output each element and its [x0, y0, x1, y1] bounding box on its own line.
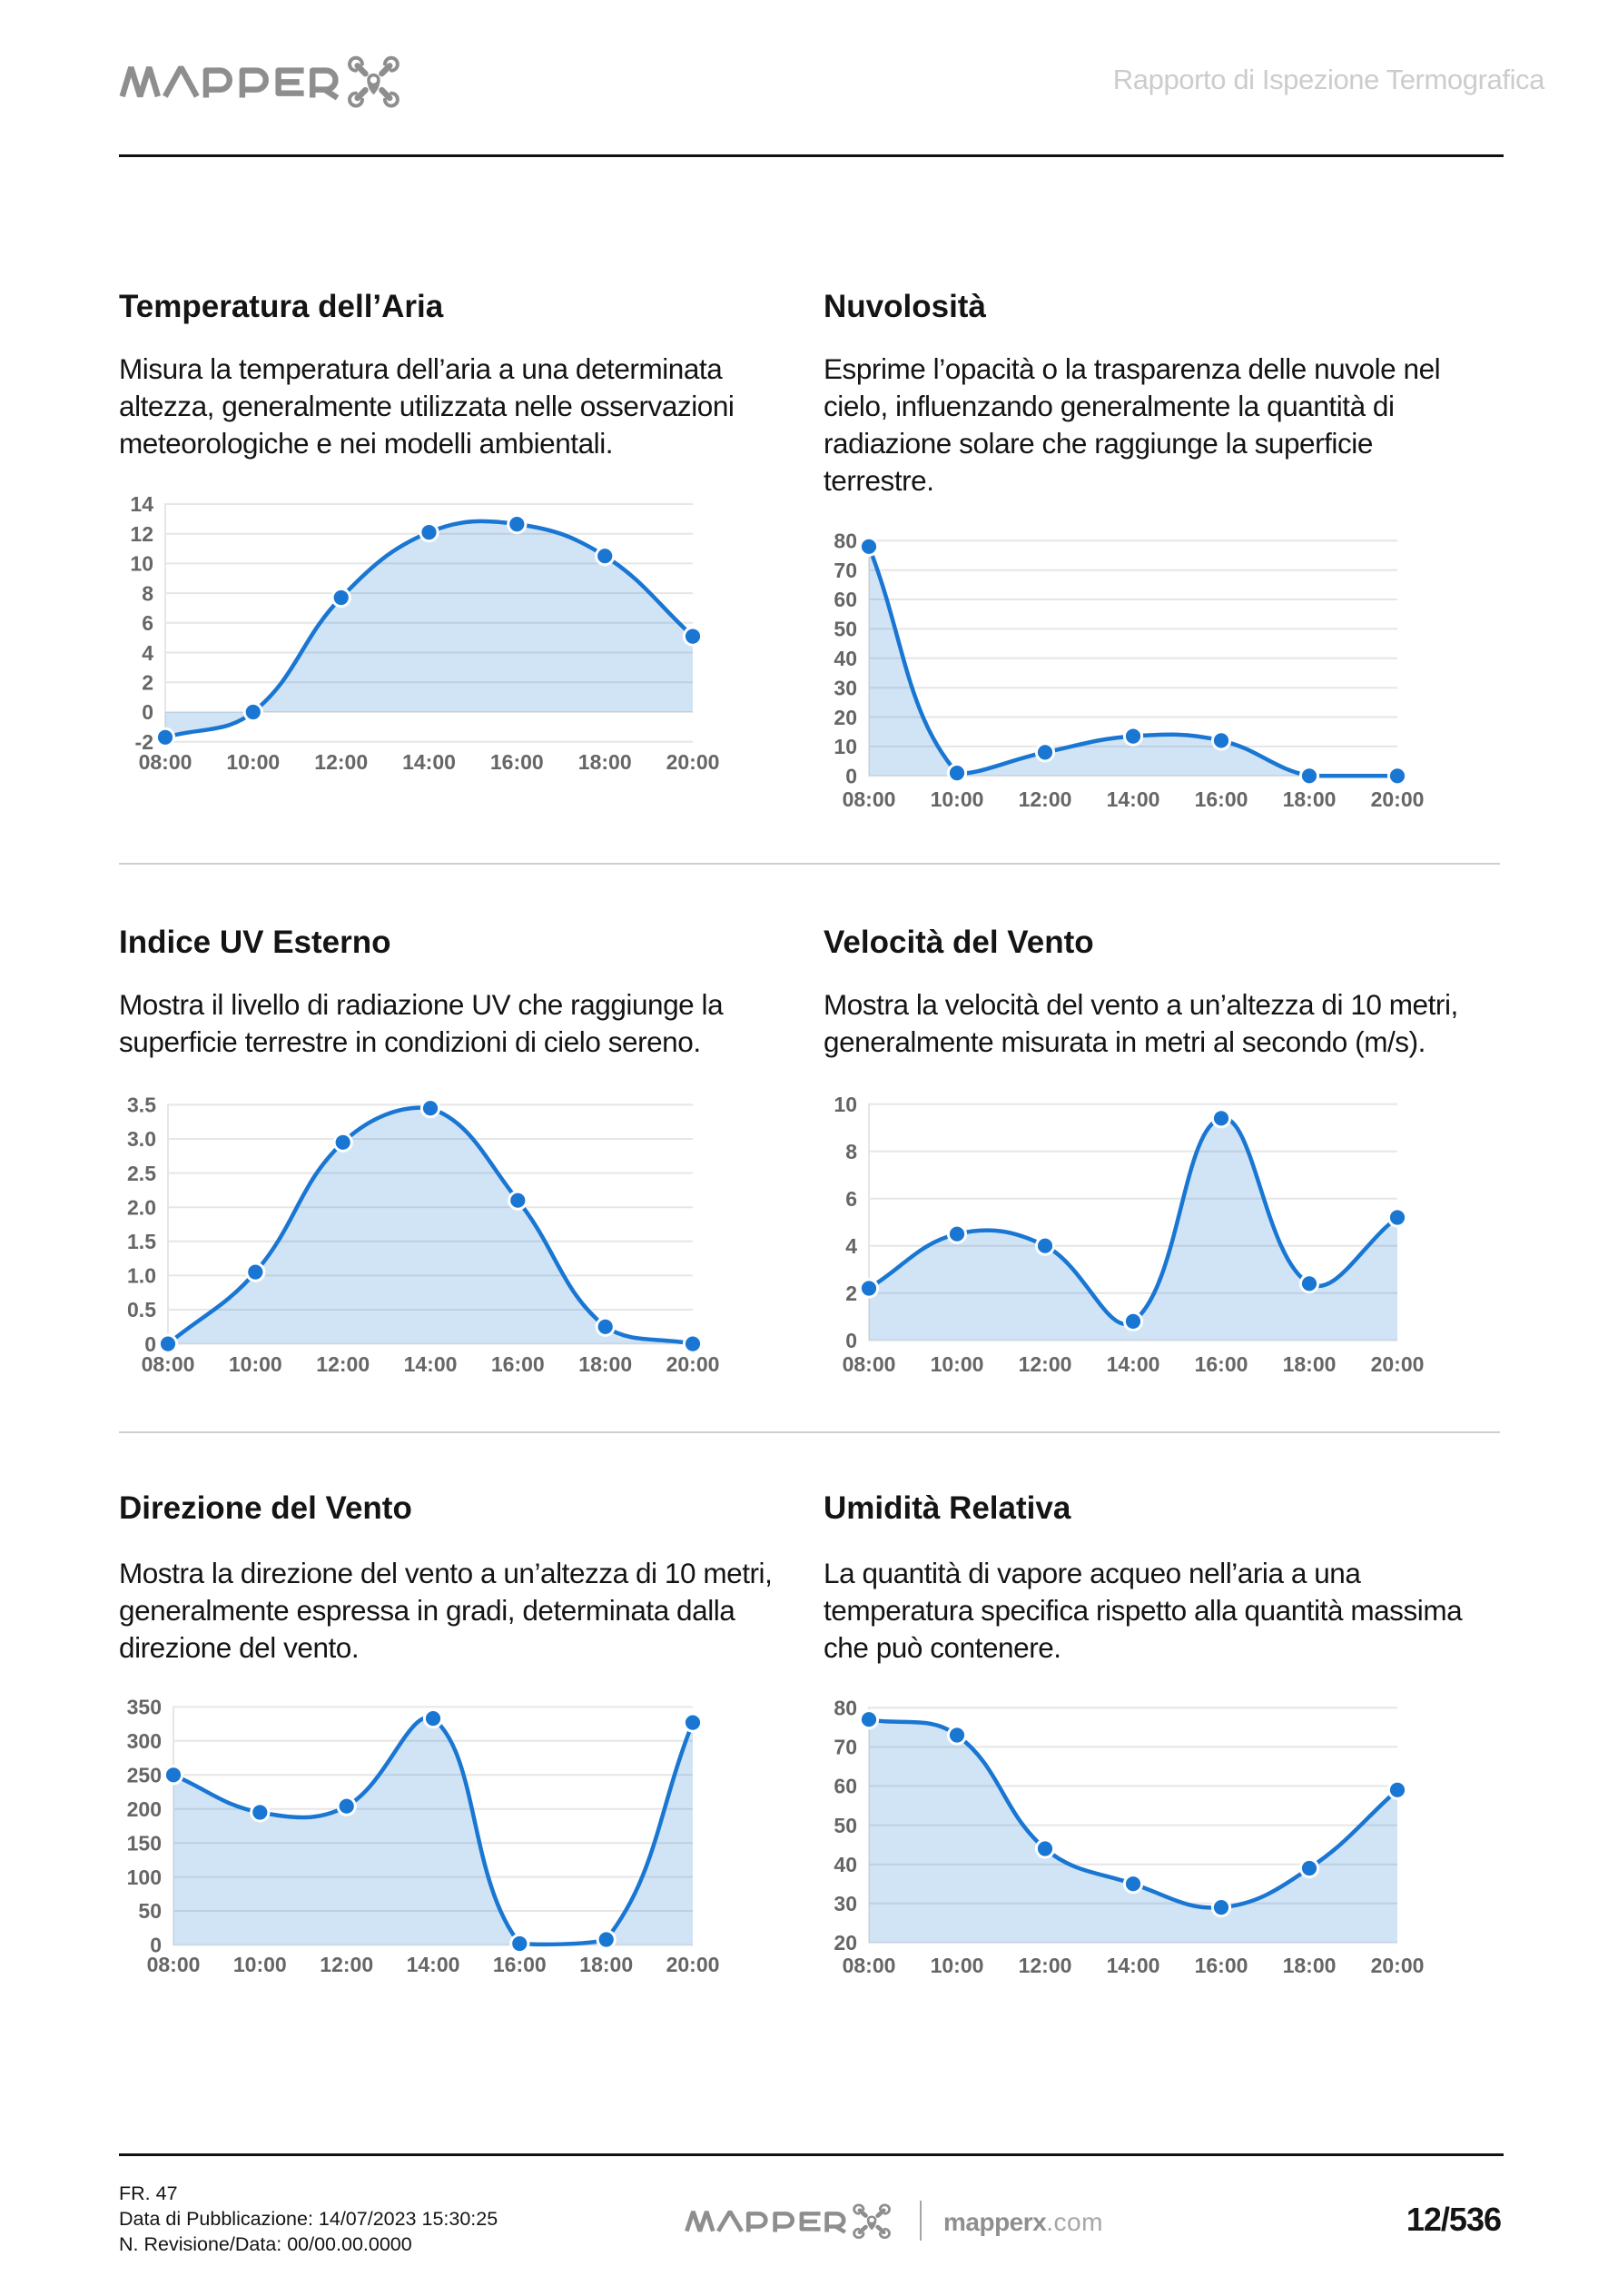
svg-text:8: 8 — [142, 581, 153, 605]
svg-text:18:00: 18:00 — [1283, 787, 1337, 811]
svg-text:20:00: 20:00 — [666, 750, 720, 774]
svg-text:300: 300 — [127, 1729, 162, 1753]
svg-text:16:00: 16:00 — [1195, 787, 1248, 811]
svg-text:20: 20 — [834, 1931, 857, 1955]
svg-text:12:00: 12:00 — [314, 750, 368, 774]
svg-text:1.0: 1.0 — [127, 1264, 156, 1288]
svg-text:12:00: 12:00 — [1019, 1954, 1072, 1977]
svg-text:50: 50 — [834, 618, 857, 641]
svg-text:18:00: 18:00 — [578, 1352, 632, 1376]
svg-text:14:00: 14:00 — [407, 1953, 460, 1976]
svg-text:12:00: 12:00 — [1019, 787, 1072, 811]
svg-text:70: 70 — [834, 559, 857, 582]
svg-text:70: 70 — [834, 1736, 857, 1759]
svg-text:0.5: 0.5 — [127, 1298, 156, 1321]
svg-text:14:00: 14:00 — [404, 1352, 458, 1376]
svg-text:6: 6 — [142, 611, 153, 635]
svg-text:3.0: 3.0 — [127, 1127, 156, 1151]
svg-text:20: 20 — [834, 706, 857, 729]
svg-text:30: 30 — [834, 1892, 857, 1915]
svg-text:60: 60 — [834, 1775, 857, 1798]
svg-text:6: 6 — [845, 1187, 857, 1211]
svg-text:100: 100 — [127, 1866, 162, 1889]
svg-text:18:00: 18:00 — [579, 1953, 633, 1976]
svg-text:0: 0 — [845, 1329, 857, 1352]
svg-text:0: 0 — [142, 700, 153, 724]
svg-text:20:00: 20:00 — [1371, 1954, 1425, 1977]
svg-text:40: 40 — [834, 1853, 857, 1876]
svg-text:16:00: 16:00 — [490, 750, 544, 774]
svg-text:10: 10 — [834, 735, 857, 758]
svg-text:10:00: 10:00 — [931, 1352, 984, 1376]
svg-text:0: 0 — [144, 1332, 156, 1356]
svg-text:08:00: 08:00 — [139, 750, 192, 774]
svg-text:50: 50 — [138, 1899, 162, 1923]
svg-text:20:00: 20:00 — [1371, 787, 1425, 811]
svg-text:150: 150 — [127, 1831, 162, 1855]
svg-text:18:00: 18:00 — [578, 750, 632, 774]
svg-text:10:00: 10:00 — [229, 1352, 282, 1376]
svg-text:12:00: 12:00 — [1019, 1352, 1072, 1376]
svg-text:08:00: 08:00 — [147, 1953, 201, 1976]
svg-text:80: 80 — [834, 529, 857, 553]
svg-text:60: 60 — [834, 588, 857, 611]
svg-text:10:00: 10:00 — [226, 750, 280, 774]
svg-text:0: 0 — [845, 765, 857, 788]
svg-text:20:00: 20:00 — [1371, 1352, 1425, 1376]
svg-text:20:00: 20:00 — [666, 1953, 720, 1976]
svg-text:18:00: 18:00 — [1283, 1954, 1337, 1977]
svg-text:14:00: 14:00 — [1107, 1352, 1160, 1376]
svg-text:16:00: 16:00 — [491, 1352, 545, 1376]
svg-text:12:00: 12:00 — [320, 1953, 373, 1976]
svg-text:250: 250 — [127, 1764, 162, 1787]
svg-text:12:00: 12:00 — [316, 1352, 370, 1376]
svg-text:80: 80 — [834, 1697, 857, 1720]
svg-text:40: 40 — [834, 647, 857, 670]
svg-text:4: 4 — [142, 641, 153, 665]
svg-text:10:00: 10:00 — [931, 1954, 984, 1977]
svg-text:1.5: 1.5 — [127, 1230, 156, 1253]
svg-text:30: 30 — [834, 676, 857, 699]
svg-text:16:00: 16:00 — [1195, 1352, 1248, 1376]
svg-text:14:00: 14:00 — [402, 750, 456, 774]
svg-text:10: 10 — [130, 552, 153, 576]
svg-text:08:00: 08:00 — [843, 1954, 896, 1977]
svg-text:14:00: 14:00 — [1107, 1954, 1160, 1977]
svg-text:3.5: 3.5 — [127, 1094, 156, 1117]
svg-text:-2: -2 — [135, 730, 153, 754]
svg-text:8: 8 — [845, 1140, 857, 1163]
svg-text:2: 2 — [845, 1282, 857, 1305]
svg-text:18:00: 18:00 — [1283, 1352, 1337, 1376]
svg-text:50: 50 — [834, 1814, 857, 1837]
svg-text:0: 0 — [150, 1934, 162, 1957]
svg-text:12: 12 — [130, 522, 153, 546]
svg-text:16:00: 16:00 — [1195, 1954, 1248, 1977]
svg-text:10: 10 — [834, 1093, 857, 1116]
svg-text:08:00: 08:00 — [843, 1352, 896, 1376]
svg-text:08:00: 08:00 — [142, 1352, 195, 1376]
svg-text:350: 350 — [127, 1696, 162, 1719]
svg-text:2.5: 2.5 — [127, 1162, 156, 1185]
svg-text:2.0: 2.0 — [127, 1195, 156, 1219]
svg-text:200: 200 — [127, 1797, 162, 1821]
svg-text:10:00: 10:00 — [931, 787, 984, 811]
svg-text:10:00: 10:00 — [233, 1953, 287, 1976]
svg-text:4: 4 — [845, 1234, 857, 1258]
svg-text:16:00: 16:00 — [493, 1953, 547, 1976]
svg-text:08:00: 08:00 — [843, 787, 896, 811]
svg-text:2: 2 — [142, 671, 153, 695]
svg-text:14: 14 — [130, 492, 153, 516]
svg-text:20:00: 20:00 — [666, 1352, 720, 1376]
svg-text:14:00: 14:00 — [1107, 787, 1160, 811]
